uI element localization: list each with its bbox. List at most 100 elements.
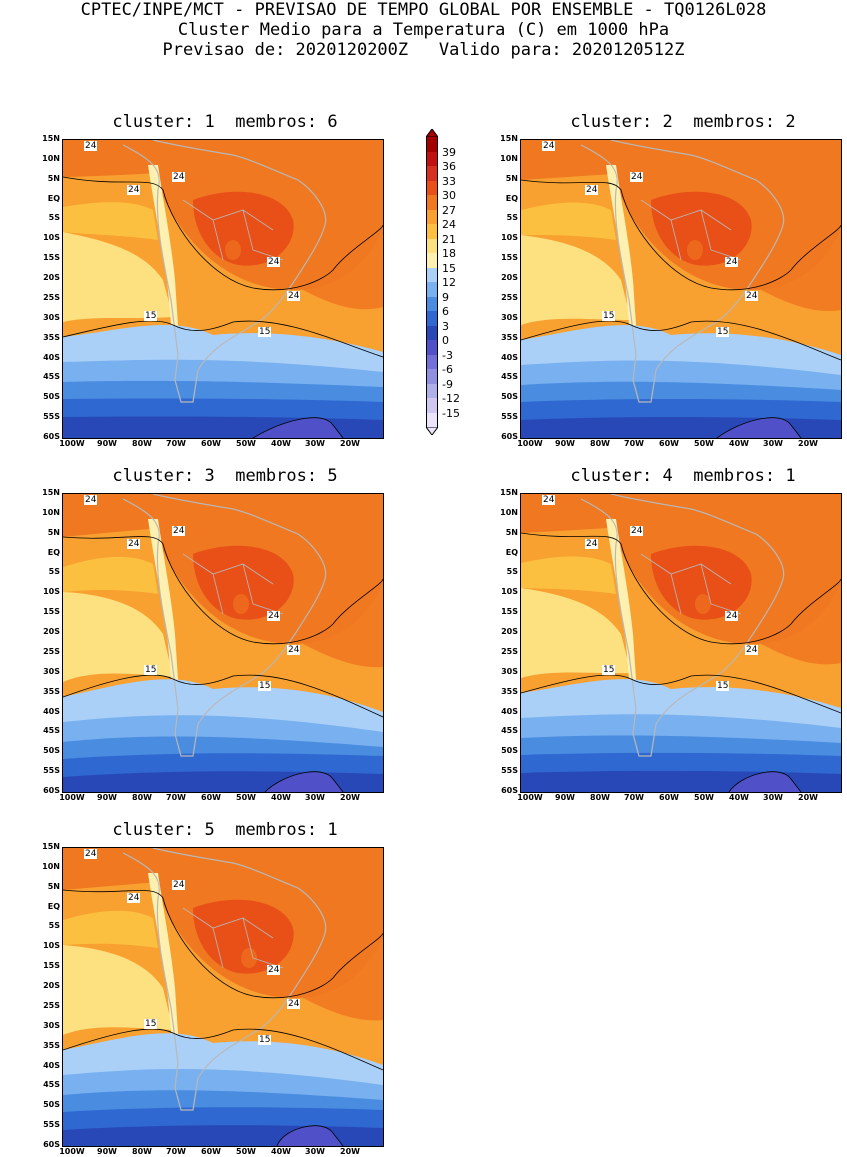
latitude-tick-label: 10S [501, 233, 518, 242]
latitude-tick-label: 10N [42, 154, 60, 163]
colorbar-swatch [426, 398, 438, 413]
colorbar-label: 39 [442, 145, 456, 159]
latitude-tick-label: 5S [48, 921, 60, 930]
latitude-tick-label: 15S [501, 607, 518, 616]
colorbar-label: 15 [442, 261, 456, 275]
latitude-tick-label: 25S [43, 293, 60, 302]
latitude-tick-label: 25S [501, 647, 518, 656]
panel-title: cluster: 5 membros: 1 [112, 820, 338, 840]
latitude-tick-label: 5N [47, 882, 60, 891]
longitude-tick-label: 50W [694, 793, 714, 802]
contour-label: 15 [144, 665, 158, 675]
latitude-tick-label: 60S [43, 432, 60, 441]
longitude-tick-label: 60W [659, 439, 679, 448]
colorbar-swatch [426, 412, 438, 428]
longitude-tick-label: 60W [659, 793, 679, 802]
longitude-tick-label: 40W [729, 439, 749, 448]
longitude-tick-label: 20W [340, 1147, 360, 1156]
latitude-tick-label: 55S [43, 1120, 60, 1129]
latitude-tick-label: 25S [501, 293, 518, 302]
colorbar-swatch [426, 166, 438, 181]
latitude-tick-label: 10N [500, 154, 518, 163]
colorbar-swatch [426, 180, 438, 196]
longitude-tick-label: 70W [166, 1147, 186, 1156]
longitude-tick-label: 50W [694, 439, 714, 448]
longitude-tick-label: 40W [729, 793, 749, 802]
longitude-tick-label: 80W [132, 439, 152, 448]
contour-label: 24 [287, 291, 301, 301]
colorbar-swatch [426, 253, 438, 268]
colorbar-swatch [426, 296, 438, 312]
colorbar-swatch [426, 151, 438, 167]
colorbar-swatch [426, 325, 438, 341]
latitude-tick-label: 20S [43, 981, 60, 990]
latitude-tick-label: 55S [501, 766, 518, 775]
latitude-tick-label: 5N [505, 174, 518, 183]
latitude-tick-label: 60S [501, 432, 518, 441]
contour-label: 24 [542, 495, 556, 505]
latitude-tick-label: 10S [501, 587, 518, 596]
contour-label: 24 [267, 965, 281, 975]
contour-label: 24 [287, 999, 301, 1009]
latitude-tick-label: 60S [43, 1140, 60, 1149]
colorbar-swatch [426, 224, 438, 239]
colorbar-label: 18 [442, 247, 456, 260]
longitude-tick-label: 100W [59, 1147, 85, 1156]
latitude-tick-label: 5S [506, 567, 518, 576]
longitude-tick-label: 50W [236, 793, 256, 802]
longitude-tick-label: 40W [271, 1147, 291, 1156]
longitude-tick-label: 60W [201, 793, 221, 802]
latitude-tick-label: 15N [42, 842, 60, 851]
latitude-tick-label: 20S [501, 273, 518, 282]
longitude-tick-label: 70W [166, 439, 186, 448]
contour-label: 24 [585, 539, 599, 549]
latitude-tick-label: EQ [47, 548, 60, 557]
longitude-tick-label: 80W [132, 1147, 152, 1156]
latitude-tick-label: 40S [501, 353, 518, 362]
latitude-tick-label: 60S [43, 786, 60, 795]
contour-label: 24 [725, 611, 739, 621]
contour-label: 24 [267, 257, 281, 267]
contour-label: 24 [267, 611, 281, 621]
latitude-tick-label: 15N [500, 488, 518, 497]
latitude-tick-label: 5S [48, 567, 60, 576]
latitude-tick-label: 45S [43, 1080, 60, 1089]
colorbar-swatch [426, 267, 438, 283]
colorbar-label: 21 [442, 232, 456, 246]
temperature-map [62, 139, 384, 439]
longitude-tick-label: 80W [590, 793, 610, 802]
latitude-tick-label: 10N [500, 508, 518, 517]
colorbar-label: 30 [442, 189, 456, 202]
colorbar-swatch [426, 369, 438, 384]
contour-label: 24 [172, 172, 186, 182]
colorbar-swatch [426, 311, 438, 326]
panel-title: cluster: 2 membros: 2 [570, 112, 796, 132]
panel-title: cluster: 3 membros: 5 [112, 466, 338, 486]
longitude-tick-label: 90W [97, 439, 117, 448]
contour-label: 24 [585, 185, 599, 195]
latitude-tick-label: 60S [501, 786, 518, 795]
latitude-tick-label: 10N [42, 862, 60, 871]
latitude-tick-label: EQ [47, 902, 60, 911]
contour-label: 24 [725, 257, 739, 267]
contour-label: 15 [716, 327, 730, 337]
contour-label: 15 [144, 1019, 158, 1029]
header-line2: Cluster Medio para a Temperatura (C) em … [177, 20, 670, 40]
longitude-tick-label: 80W [590, 439, 610, 448]
colorbar-label: -3 [442, 348, 453, 362]
colorbar-swatch [426, 340, 438, 355]
longitude-tick-label: 90W [555, 439, 575, 448]
latitude-tick-label: 45S [43, 372, 60, 381]
colorbar-swatch [426, 383, 438, 399]
colorbar-label: -12 [442, 392, 460, 405]
contour-label: 24 [630, 526, 644, 536]
colorbar-swatch [426, 209, 438, 225]
latitude-tick-label: 5N [47, 528, 60, 537]
temperature-map [62, 847, 384, 1147]
colorbar-label: -9 [442, 377, 453, 391]
latitude-tick-label: 35S [43, 1041, 60, 1050]
longitude-tick-label: 30W [305, 439, 325, 448]
panel-title: cluster: 1 membros: 6 [112, 112, 338, 132]
latitude-tick-label: 30S [43, 313, 60, 322]
colorbar-label: -15 [442, 406, 460, 420]
